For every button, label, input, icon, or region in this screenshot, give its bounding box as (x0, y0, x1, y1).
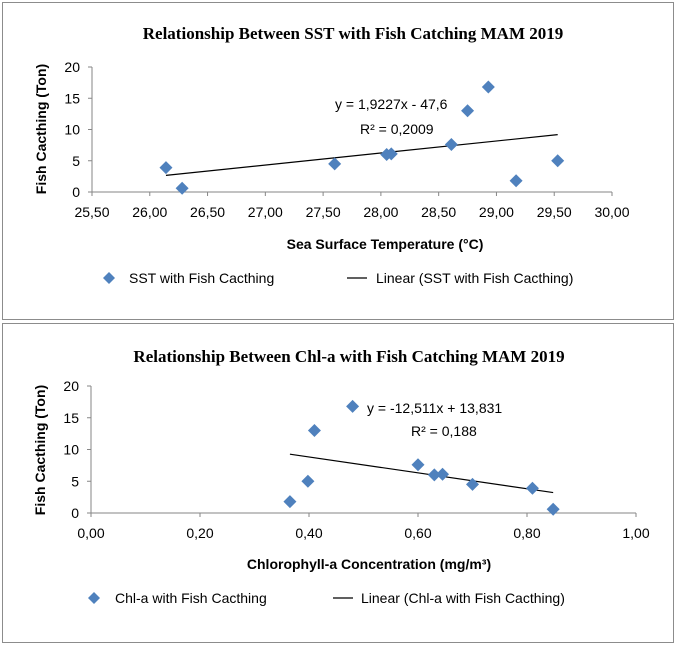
sst-chart-panel: Relationship Between SST with Fish Catch… (2, 2, 674, 320)
x-tick-label: 26,00 (132, 204, 167, 220)
y-tick-label: 15 (64, 90, 80, 106)
data-point (384, 147, 398, 161)
data-point (466, 477, 479, 491)
trendline-r-squared: R² = 0,2009 (360, 121, 434, 137)
legend-trendline-label: Linear (SST with Fish Cacthing) (376, 270, 573, 286)
legend: Chl-a with Fish Cacthing Linear (Chl-a w… (88, 590, 565, 606)
y-axis-label: Fish Cacthing (Ton) (33, 64, 49, 194)
data-point (525, 481, 539, 495)
y-tick-label: 5 (72, 153, 80, 169)
legend-series-label: SST with Fish Cacthing (129, 270, 274, 286)
y-tick-label: 0 (72, 184, 80, 200)
data-point (436, 467, 450, 481)
data-point (301, 474, 315, 488)
x-tick-label: 28,50 (421, 204, 456, 220)
x-tick-label: 30,00 (594, 204, 629, 220)
legend: SST with Fish Cacthing Linear (SST with … (103, 270, 573, 286)
x-tick-label: 27,00 (248, 204, 283, 220)
trendline (165, 134, 558, 176)
y-tick-label: 20 (64, 59, 80, 75)
x-tick-label: 29,00 (479, 204, 514, 220)
y-tick-label: 5 (71, 473, 79, 489)
trendline-equation: y = -12,511x + 13,831 (367, 400, 502, 416)
y-tick-label: 10 (64, 122, 80, 138)
x-tick-label: 26,50 (190, 204, 225, 220)
legend-trendline-label: Linear (Chl-a with Fish Cacthing) (361, 590, 565, 606)
data-point (509, 174, 523, 188)
chart-title: Relationship Between SST with Fish Catch… (143, 24, 563, 43)
y-tick-label: 0 (71, 505, 79, 521)
legend-marker-diamond (88, 592, 100, 604)
x-tick-label: 0,80 (513, 525, 540, 541)
y-axis-label: Fish Cacthing (Ton) (32, 385, 48, 515)
data-point (175, 181, 189, 195)
x-tick-label: 1,00 (622, 525, 649, 541)
legend-series-label: Chl-a with Fish Cacthing (115, 590, 267, 606)
plot-area: 0 5 10 15 20 0,00 0,20 0,40 0,60 0,80 1,00 (63, 378, 649, 541)
x-axis-label: Chlorophyll-a Concentration (mg/m³) (247, 556, 491, 572)
data-point (461, 104, 475, 118)
data-point (283, 495, 297, 509)
chart-title: Relationship Between Chl-a with Fish Cat… (133, 347, 564, 366)
data-point (551, 154, 565, 168)
x-tick-label: 29,50 (537, 204, 572, 220)
x-tick-label: 0,00 (77, 525, 104, 541)
data-point (307, 423, 321, 437)
y-tick-label: 20 (63, 378, 79, 394)
data-point (159, 161, 173, 175)
data-point (328, 157, 342, 171)
y-tick-label: 15 (63, 410, 79, 426)
data-point (444, 138, 458, 151)
x-tick-label: 0,60 (404, 525, 431, 541)
x-tick-label: 27,50 (306, 204, 341, 220)
x-tick-label: 25,50 (74, 204, 109, 220)
x-axis-label: Sea Surface Temperature (°C) (287, 236, 484, 252)
x-tick-label: 0,40 (295, 525, 322, 541)
sst-scatter-chart: Relationship Between SST with Fish Catch… (33, 24, 630, 286)
data-point (411, 458, 425, 472)
trendline (289, 453, 554, 494)
data-point (427, 468, 441, 482)
data-point (346, 399, 360, 413)
trendline-r-squared: R² = 0,188 (411, 423, 477, 439)
legend-marker-diamond (103, 272, 115, 284)
chla-chart-panel: Relationship Between Chl-a with Fish Cat… (2, 323, 674, 643)
data-point (546, 502, 560, 516)
chla-scatter-chart: Relationship Between Chl-a with Fish Cat… (32, 347, 650, 606)
data-point (481, 80, 495, 94)
y-tick-label: 10 (63, 442, 79, 458)
x-tick-label: 0,20 (186, 525, 213, 541)
x-tick-label: 28,00 (363, 204, 398, 220)
plot-area: 0 5 10 15 20 25,50 26,00 26,50 27,00 27,50 28,00 28… (64, 59, 629, 220)
trendline-equation: y = 1,9227x - 47,6 (335, 96, 448, 112)
